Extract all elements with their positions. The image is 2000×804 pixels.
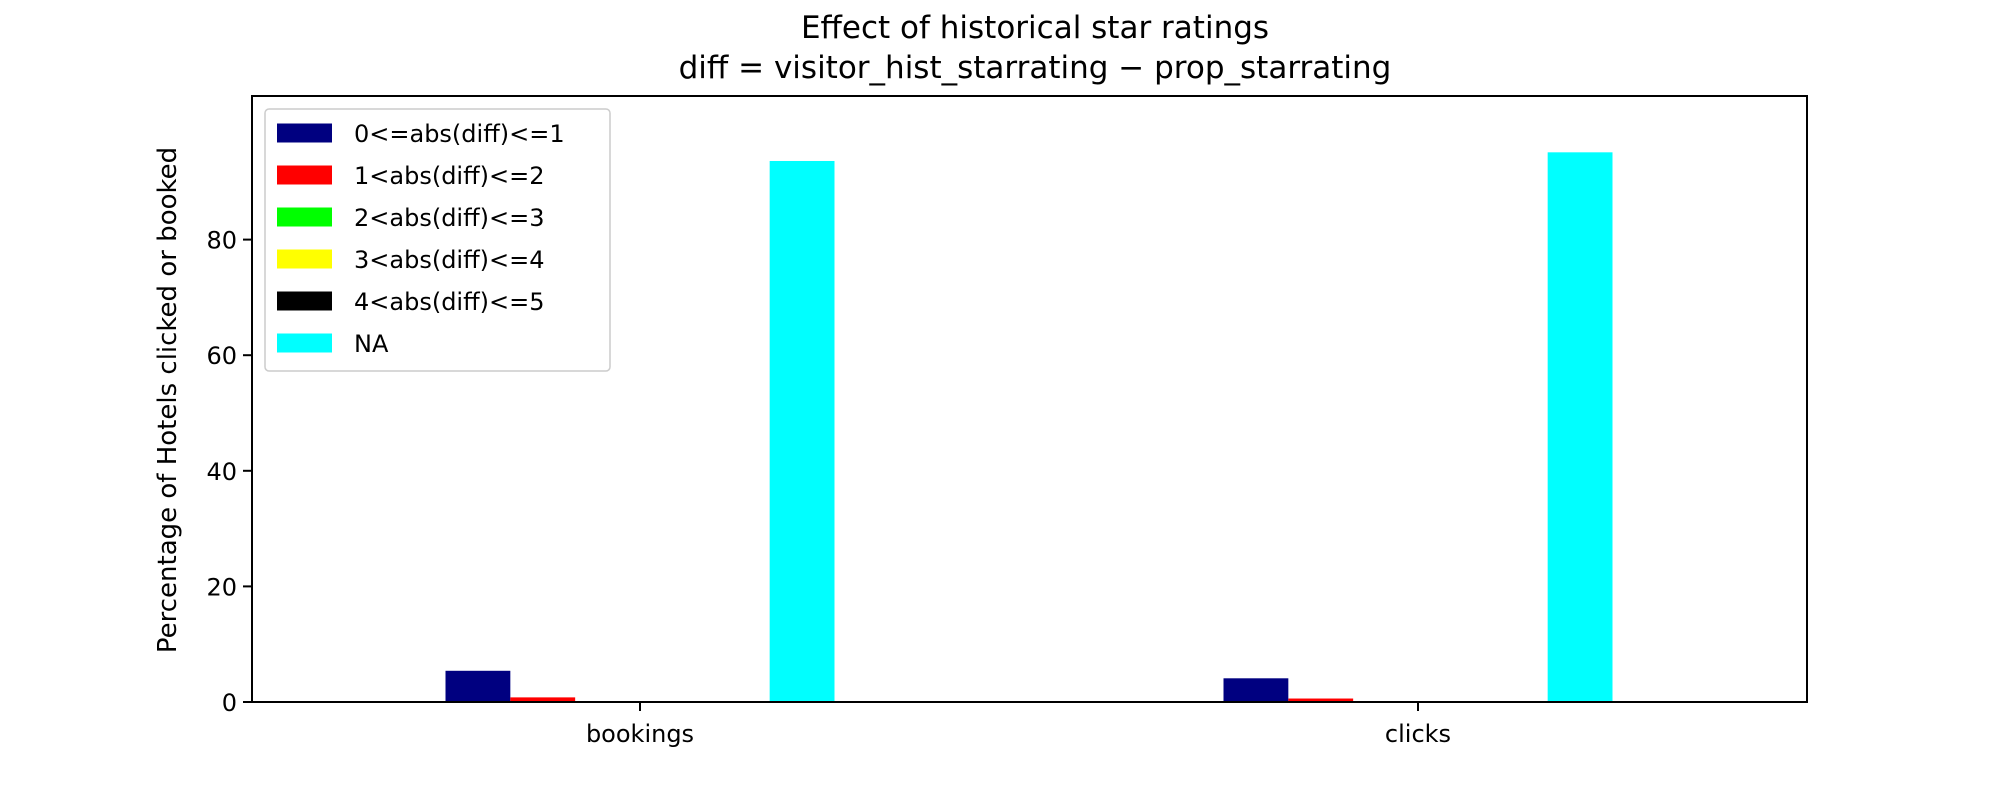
- bar-clicks-series-0: [1224, 678, 1289, 702]
- legend-swatch-5: [277, 334, 332, 353]
- x-tick-label-bookings: bookings: [586, 720, 694, 748]
- y-axis-label: Percentage of Hotels clicked or booked: [153, 147, 183, 653]
- y-tick-label-80: 80: [206, 227, 237, 255]
- y-tick-label-60: 60: [206, 342, 237, 370]
- legend-swatch-4: [277, 292, 332, 311]
- chart-title: Effect of historical star ratings: [801, 10, 1269, 46]
- legend-label-0: 0<=abs(diff)<=1: [354, 120, 565, 148]
- bar-bookings-series-5: [770, 161, 835, 702]
- legend-label-4: 4<abs(diff)<=5: [354, 288, 544, 316]
- chart-subtitle: diff = visitor_hist_starrating − prop_st…: [679, 50, 1392, 86]
- y-tick-label-0: 0: [222, 689, 237, 717]
- legend-box: [265, 109, 610, 371]
- y-tick-label-40: 40: [206, 458, 237, 486]
- legend-swatch-2: [277, 208, 332, 227]
- legend-label-2: 2<abs(diff)<=3: [354, 204, 544, 232]
- legend-swatch-1: [277, 166, 332, 185]
- legend-swatch-3: [277, 250, 332, 269]
- x-tick-label-clicks: clicks: [1385, 720, 1451, 748]
- bar-bookings-series-0: [446, 671, 511, 702]
- legend-swatch-0: [277, 124, 332, 143]
- legend: 0<=abs(diff)<=1 1<abs(diff)<=2 2<abs(diff)…: [265, 109, 610, 371]
- legend-label-1: 1<abs(diff)<=2: [354, 162, 544, 190]
- bar-clicks-series-5: [1548, 152, 1613, 702]
- legend-label-5: NA: [354, 330, 389, 358]
- legend-label-3: 3<abs(diff)<=4: [354, 246, 544, 274]
- y-tick-label-20: 20: [206, 573, 237, 601]
